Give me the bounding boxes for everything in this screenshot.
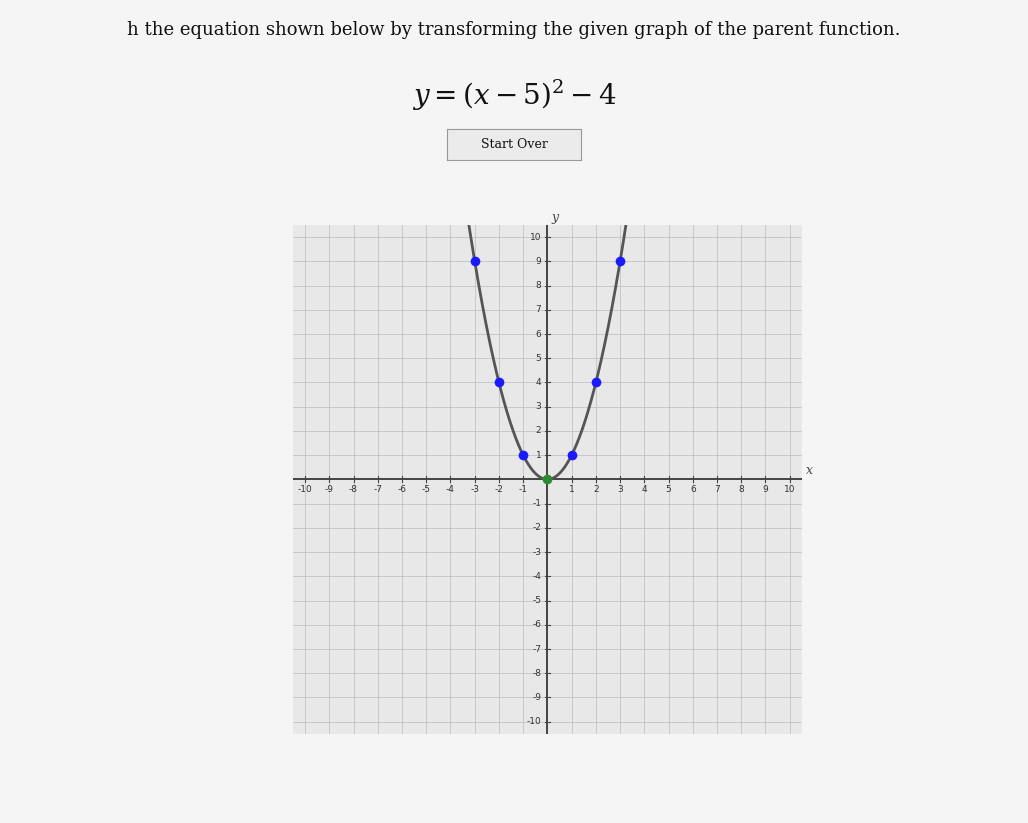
- Text: 6: 6: [536, 329, 542, 338]
- Text: 7: 7: [714, 486, 720, 495]
- Text: $y = (x - 5)^2 - 4$: $y = (x - 5)^2 - 4$: [411, 78, 617, 114]
- Text: -2: -2: [533, 523, 542, 532]
- Text: -3: -3: [470, 486, 479, 495]
- Text: 9: 9: [763, 486, 768, 495]
- Text: 4: 4: [536, 378, 542, 387]
- Text: x: x: [806, 464, 812, 477]
- Text: -1: -1: [519, 486, 527, 495]
- Text: 6: 6: [690, 486, 696, 495]
- Text: 9: 9: [536, 257, 542, 266]
- Text: 10: 10: [529, 233, 542, 242]
- Text: -10: -10: [526, 717, 542, 726]
- Text: 5: 5: [666, 486, 671, 495]
- Text: 3: 3: [617, 486, 623, 495]
- Text: -5: -5: [421, 486, 431, 495]
- Text: 1: 1: [568, 486, 575, 495]
- Text: -4: -4: [533, 572, 542, 581]
- Text: -6: -6: [533, 621, 542, 630]
- Text: 8: 8: [536, 281, 542, 290]
- Text: y: y: [551, 212, 558, 224]
- Text: -9: -9: [533, 693, 542, 702]
- Text: -9: -9: [325, 486, 334, 495]
- Text: 10: 10: [784, 486, 796, 495]
- Text: -7: -7: [533, 644, 542, 653]
- Text: 2: 2: [593, 486, 598, 495]
- Text: 2: 2: [536, 426, 542, 435]
- Text: -7: -7: [373, 486, 382, 495]
- Text: -3: -3: [533, 547, 542, 556]
- Text: -4: -4: [446, 486, 455, 495]
- Text: -5: -5: [533, 596, 542, 605]
- Text: -6: -6: [398, 486, 406, 495]
- Text: 3: 3: [536, 402, 542, 412]
- Text: 5: 5: [536, 354, 542, 363]
- Text: 7: 7: [536, 305, 542, 314]
- Text: -2: -2: [494, 486, 504, 495]
- Text: 1: 1: [536, 451, 542, 460]
- Text: 8: 8: [738, 486, 744, 495]
- Text: -8: -8: [533, 669, 542, 678]
- Text: h the equation shown below by transforming the given graph of the parent functio: h the equation shown below by transformi…: [127, 21, 901, 39]
- Text: Start Over: Start Over: [480, 138, 548, 151]
- Text: -1: -1: [533, 499, 542, 508]
- Text: -8: -8: [350, 486, 358, 495]
- Text: -10: -10: [298, 486, 313, 495]
- Text: 4: 4: [641, 486, 648, 495]
